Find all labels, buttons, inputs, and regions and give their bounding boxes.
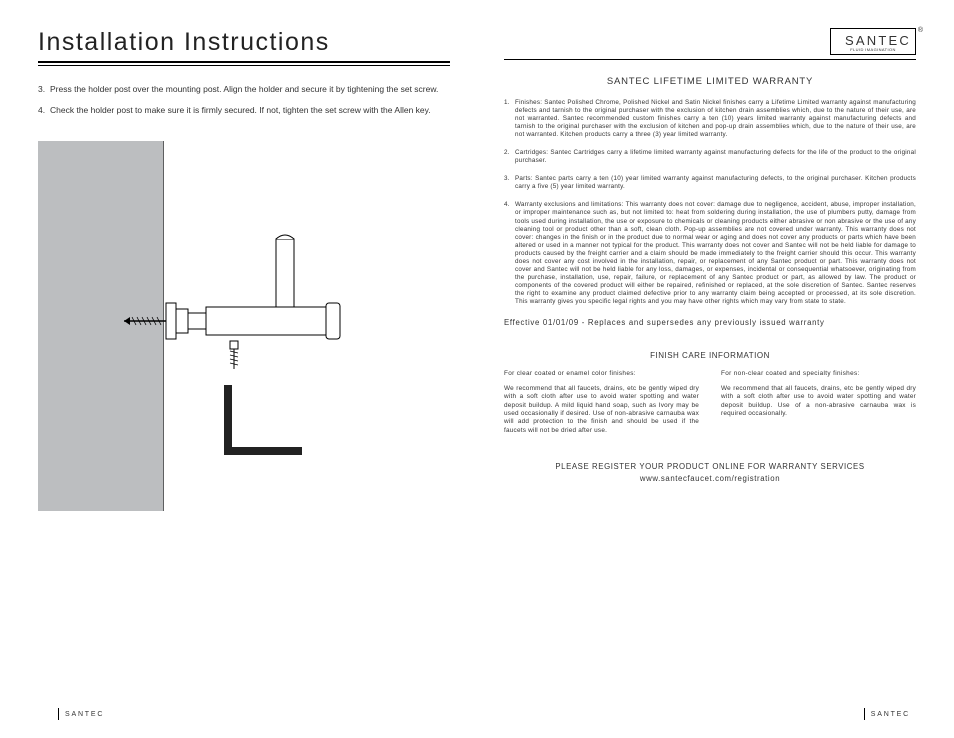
holder-post-icon [206,307,326,335]
page-columns: Installation Instructions 3. Press the h… [38,28,916,688]
care-col-right: For non-clear coated and specialty finis… [721,370,916,435]
warranty-item: 3. Parts: Santec parts carry a ten (10) … [504,175,916,191]
register-line2: www.santecfaucet.com/registration [504,473,916,485]
footer-brand-left: SANTEC [58,708,104,720]
step-number: 4. [38,105,50,116]
warranty-num: 3. [504,175,515,191]
flange-icon [166,303,176,339]
left-column: Installation Instructions 3. Press the h… [38,28,450,688]
right-rule [504,59,916,60]
title-rule-thick [38,61,450,63]
care-head: For clear coated or enamel color finishe… [504,370,699,377]
warranty-title: SANTEC LIFETIME LIMITED WARRANTY [504,76,916,87]
warranty-text: Parts: Santec parts carry a ten (10) yea… [515,175,916,191]
warranty-item: 4. Warranty exclusions and limitations: … [504,201,916,306]
title-rule-thin [38,65,450,66]
instruction-step: 3. Press the holder post over the mounti… [38,84,450,95]
brand-logo: ® SANTEC FLUID IMAGINATION [830,28,916,55]
effective-date: Effective 01/01/09 - Replaces and supers… [504,318,916,327]
diagram-svg [38,141,398,511]
step-text: Press the holder post over the mounting … [50,84,450,95]
footer-brand-right: SANTEC [864,708,910,720]
end-cap-icon [326,303,340,339]
warranty-text: Cartridges: Santec Cartridges carry a li… [515,149,916,165]
care-head: For non-clear coated and specialty finis… [721,370,916,377]
warranty-num: 1. [504,99,515,139]
warranty-item: 1. Finishes: Santec Polished Chrome, Pol… [504,99,916,139]
step-number: 3. [38,84,50,95]
warranty-num: 4. [504,201,515,306]
register-line1: PLEASE REGISTER YOUR PRODUCT ONLINE FOR … [504,461,916,473]
warranty-num: 2. [504,149,515,165]
screw-icon [124,317,168,325]
register-block: PLEASE REGISTER YOUR PRODUCT ONLINE FOR … [504,461,916,485]
installation-diagram [38,141,398,511]
page-title: Installation Instructions [38,28,450,57]
care-body: We recommend that all faucets, drains, e… [721,385,916,418]
registered-icon: ® [918,27,923,34]
brand-tagline: FLUID IMAGINATION [845,47,901,52]
care-col-left: For clear coated or enamel color finishe… [504,370,699,435]
care-columns: For clear coated or enamel color finishe… [504,370,916,435]
care-title: FINISH CARE INFORMATION [504,351,916,360]
spout-icon [276,239,294,307]
instruction-step: 4. Check the holder post to make sure it… [38,105,450,116]
right-column: ® SANTEC FLUID IMAGINATION SANTEC LIFETI… [504,28,916,688]
care-body: We recommend that all faucets, drains, e… [504,385,699,435]
warranty-text: Finishes: Santec Polished Chrome, Polish… [515,99,916,139]
warranty-text: Warranty exclusions and limitations: Thi… [515,201,916,306]
step-text: Check the holder post to make sure it is… [50,105,450,116]
brand-name: SANTEC [845,33,901,48]
warranty-item: 2. Cartridges: Santec Cartridges carry a… [504,149,916,165]
